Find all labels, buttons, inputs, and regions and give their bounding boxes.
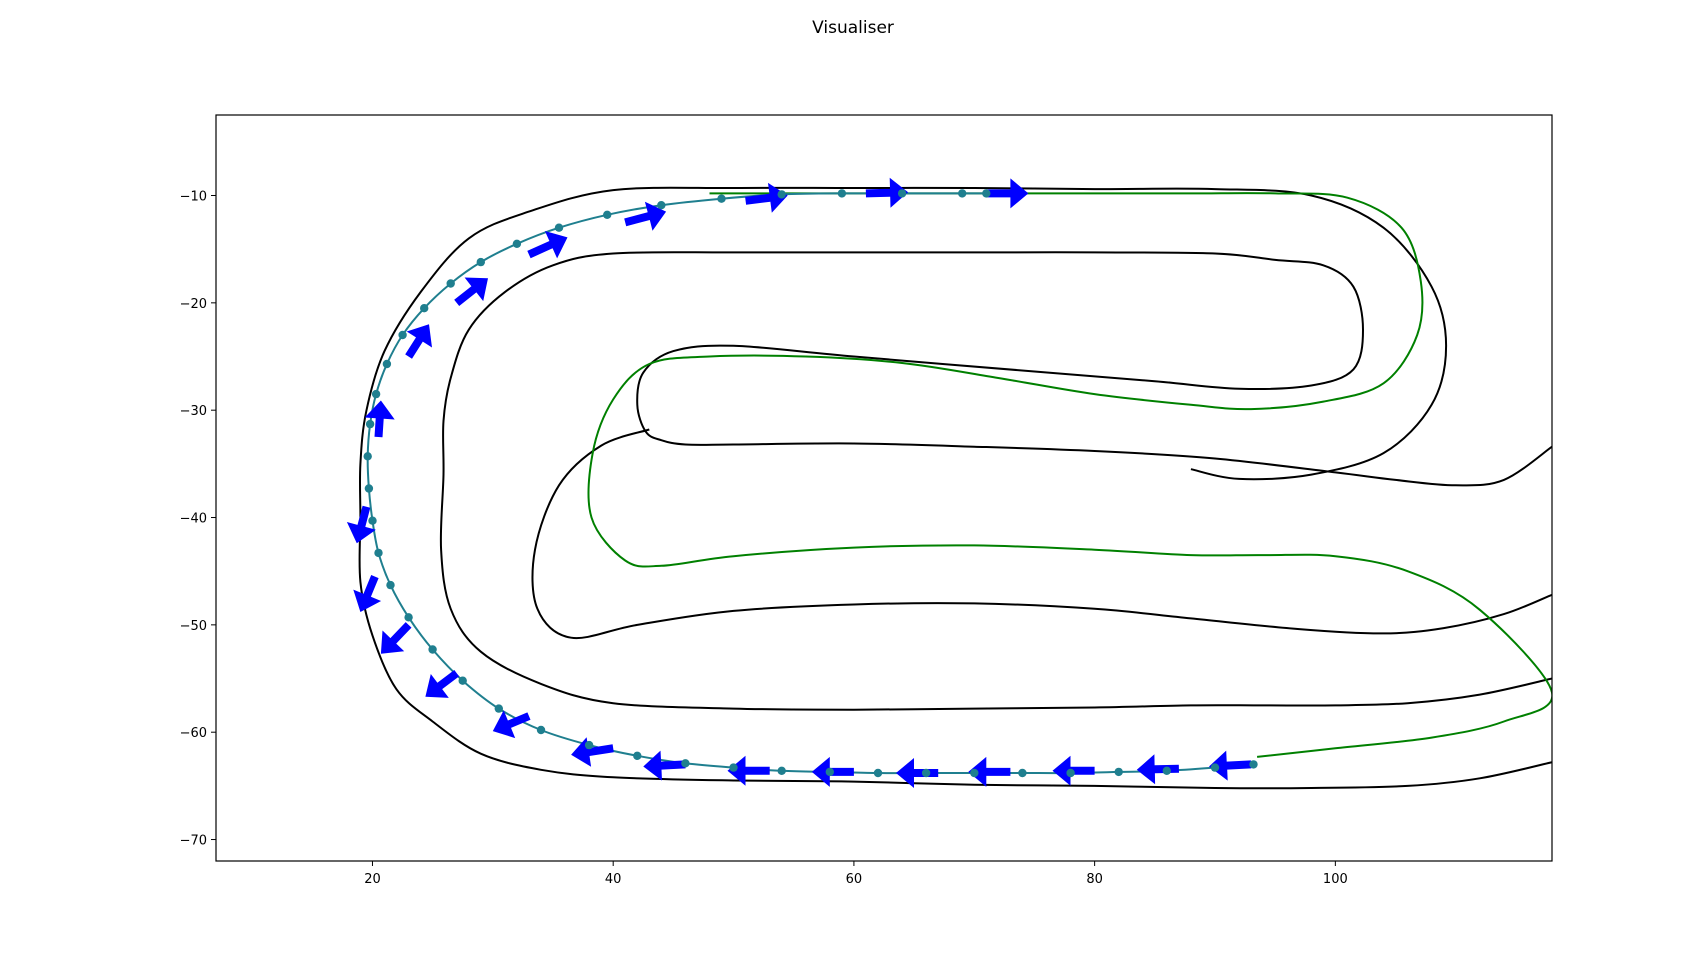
x-tick-label: 80 <box>1086 872 1103 887</box>
sampled-path-point <box>494 704 503 713</box>
direction-arrow <box>492 710 531 739</box>
sampled-path-point <box>382 359 392 369</box>
direction-arrow <box>968 756 1011 787</box>
sampled-path-point <box>428 645 437 654</box>
sampled-path-point <box>371 389 381 399</box>
direction-arrow <box>1209 750 1252 781</box>
sampled-path-point <box>873 768 883 778</box>
sampled-path-point <box>1114 767 1123 777</box>
direction-arrow <box>643 750 686 781</box>
sampled-path-point <box>982 189 991 198</box>
y-tick-label: −20 <box>180 297 207 312</box>
sampled-path-point <box>584 740 594 750</box>
sampled-path-point <box>603 210 612 219</box>
direction-arrow <box>745 182 788 213</box>
sampled-path-point <box>1249 760 1258 769</box>
sampled-path-point <box>398 330 407 340</box>
y-tick-label: −40 <box>180 512 207 527</box>
hairpin-inner-boundary-line <box>531 428 1552 640</box>
sampled-path-point <box>1210 763 1220 772</box>
sampled-path-point <box>717 194 726 203</box>
sampled-path-point <box>363 452 372 461</box>
y-tick-label: −70 <box>180 834 207 849</box>
y-tick-label: −60 <box>180 726 207 741</box>
sampled-path-point <box>512 239 522 248</box>
sampled-path-point <box>365 419 375 429</box>
sampled-path-point <box>825 767 834 777</box>
track-inner-boundary-line <box>439 251 1552 711</box>
direction-arrow <box>1136 754 1179 785</box>
direction-arrow <box>986 178 1029 209</box>
direction-arrow <box>346 505 376 544</box>
direction-arrow <box>364 400 395 438</box>
sampled-path-point <box>1066 768 1075 778</box>
sampled-path-point <box>837 189 847 198</box>
x-tick-label: 20 <box>364 872 381 887</box>
sampled-path-point <box>777 766 786 775</box>
figure-title: Visualiser <box>812 18 894 38</box>
y-tick-label: −50 <box>180 619 207 634</box>
sampled-path-point <box>554 223 564 232</box>
plot-area <box>216 115 1552 861</box>
direction-arrow <box>896 758 939 788</box>
sampled-path-points <box>363 189 1258 778</box>
sampled-path-point <box>729 763 738 772</box>
y-axis: −10 −20 −30 −40 −50 −60 −70 <box>180 190 216 849</box>
sampled-path-point <box>368 516 377 525</box>
direction-arrow <box>454 277 488 306</box>
direction-arrow <box>527 231 568 259</box>
sampled-path-point <box>420 304 429 313</box>
x-tick-label: 60 <box>846 872 863 887</box>
x-tick-label: 100 <box>1323 872 1348 887</box>
centerline-line <box>587 192 1552 758</box>
direction-arrow <box>571 737 614 767</box>
sampled-path-point <box>681 759 690 768</box>
direction-arrow <box>405 324 432 359</box>
sampled-path-point <box>633 751 642 760</box>
y-tick-label: −10 <box>180 190 207 205</box>
sampled-path-point <box>897 189 907 198</box>
sampled-path-point <box>404 613 413 622</box>
x-tick-label: 40 <box>605 872 622 887</box>
sampled-path-point <box>364 484 374 493</box>
sampled-path-point <box>921 768 931 778</box>
sampled-path-point <box>657 201 666 210</box>
direction-arrow <box>865 177 909 208</box>
sampled-path-point <box>777 190 786 199</box>
sampled-path-point <box>458 676 467 685</box>
sampled-path-point <box>958 189 967 198</box>
direction-arrow <box>624 201 667 231</box>
sampled-path-point <box>970 768 979 778</box>
plot-frame <box>215 114 1553 862</box>
x-axis: 20 40 60 80 100 <box>364 861 1348 887</box>
y-tick-label: −30 <box>180 404 207 419</box>
direction-arrow <box>353 575 382 612</box>
sampled-path-point <box>386 580 395 590</box>
sampled-path-point <box>1018 768 1027 778</box>
sampled-path-point <box>476 257 485 267</box>
sampled-path-point <box>1162 766 1172 775</box>
sampled-path-point <box>446 279 455 288</box>
direction-arrow <box>425 670 460 698</box>
sampled-path-point <box>374 548 383 558</box>
direction-arrow <box>727 755 770 786</box>
direction-arrow <box>380 622 412 654</box>
sampled-path-point <box>536 725 546 735</box>
